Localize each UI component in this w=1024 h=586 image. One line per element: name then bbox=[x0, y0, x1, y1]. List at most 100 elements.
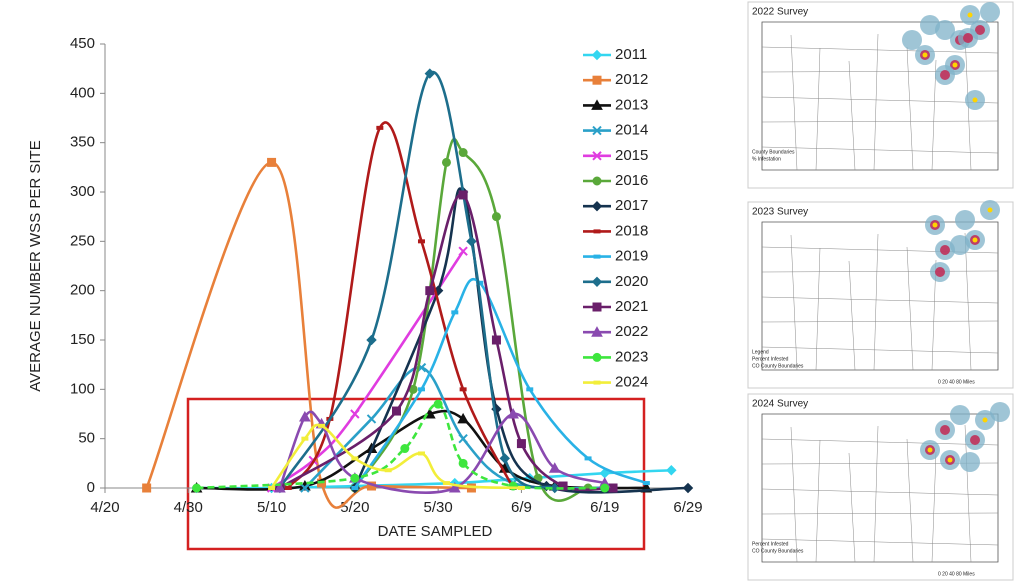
marker bbox=[392, 406, 401, 416]
y-tick-label: 50 bbox=[78, 430, 95, 447]
legend-label: 2022 bbox=[615, 323, 648, 340]
county-line bbox=[761, 346, 999, 354]
map-label: CO County Boundaries bbox=[752, 548, 804, 554]
marker bbox=[441, 157, 451, 167]
hotspot-peak bbox=[952, 62, 958, 68]
marker bbox=[549, 482, 560, 494]
legend-marker bbox=[593, 229, 601, 234]
legend-label: 2017 bbox=[615, 197, 648, 214]
x-axis-title: DATE SAMPLED bbox=[378, 523, 493, 540]
y-tick-label: 200 bbox=[70, 282, 95, 299]
legend-label: 2012 bbox=[615, 71, 648, 88]
x-tick-label: 5/30 bbox=[424, 499, 453, 516]
marker bbox=[318, 423, 326, 428]
county-line bbox=[790, 34, 798, 171]
hotspot-core bbox=[935, 267, 945, 277]
county-line bbox=[873, 233, 879, 371]
hotspot-peak bbox=[972, 237, 978, 243]
map-frame bbox=[747, 393, 1014, 581]
legend-label: 2024 bbox=[615, 374, 648, 391]
legend-label: 2015 bbox=[615, 147, 648, 164]
legend-label: 2021 bbox=[615, 298, 648, 315]
legend-marker bbox=[592, 352, 602, 362]
county-line bbox=[815, 439, 821, 563]
legend-label: 2011 bbox=[615, 46, 647, 63]
marker bbox=[491, 212, 501, 222]
legend-label: 2023 bbox=[615, 348, 648, 365]
legend-label: 2020 bbox=[615, 273, 648, 290]
marker bbox=[366, 414, 377, 424]
county-line bbox=[848, 60, 856, 171]
map-label: Legend bbox=[752, 349, 769, 355]
legend-marker bbox=[591, 326, 603, 337]
marker bbox=[384, 468, 392, 473]
state-outline bbox=[761, 21, 999, 171]
county-line bbox=[761, 146, 999, 154]
hotspot bbox=[960, 452, 980, 472]
county-line bbox=[761, 46, 999, 54]
marker bbox=[466, 236, 477, 247]
x-tick-label: 6/29 bbox=[673, 499, 702, 516]
marker bbox=[457, 412, 469, 424]
county-line bbox=[815, 247, 821, 371]
marker bbox=[417, 451, 425, 456]
county-line bbox=[906, 46, 914, 171]
county-line bbox=[964, 424, 972, 563]
map-label: 0 20 40 80 Miles bbox=[938, 379, 975, 385]
county-line bbox=[790, 234, 798, 371]
marker bbox=[433, 399, 443, 409]
county-line bbox=[964, 232, 972, 371]
marker bbox=[268, 486, 276, 490]
hotspot-peak bbox=[987, 207, 993, 213]
hotspot bbox=[990, 402, 1010, 422]
marker bbox=[682, 482, 694, 494]
marker bbox=[417, 387, 425, 392]
marker bbox=[425, 286, 435, 296]
series-line bbox=[278, 410, 606, 494]
x-tick-label: 6/9 bbox=[511, 499, 532, 516]
hotspot bbox=[980, 2, 1000, 22]
y-tick-label: 300 bbox=[70, 183, 95, 200]
legend-marker bbox=[593, 380, 601, 385]
marker bbox=[451, 310, 459, 315]
hotspot-peak bbox=[922, 52, 928, 58]
marker bbox=[516, 439, 526, 449]
marker bbox=[192, 483, 202, 493]
hotspot-core bbox=[963, 33, 973, 43]
county-line bbox=[761, 96, 999, 104]
county-line bbox=[815, 47, 821, 171]
legend-label: 2019 bbox=[615, 248, 648, 265]
x-tick-label: 4/30 bbox=[174, 499, 203, 516]
marker bbox=[600, 483, 610, 493]
map-label: CO County Boundaries bbox=[752, 363, 804, 369]
legend-marker bbox=[592, 125, 602, 136]
marker bbox=[458, 458, 468, 468]
hotspot bbox=[955, 210, 975, 230]
marker bbox=[459, 387, 467, 392]
map-panel: 2022 Survey County Boundaries% Infestatio… bbox=[747, 1, 1014, 189]
x-tick-label: 5/20 bbox=[340, 499, 369, 516]
legend-marker bbox=[591, 200, 603, 212]
marker bbox=[142, 483, 152, 493]
hotspot bbox=[950, 405, 970, 425]
marker bbox=[299, 410, 311, 422]
county-line bbox=[761, 120, 999, 123]
hotspot bbox=[920, 15, 940, 35]
county-line bbox=[848, 452, 856, 563]
state-outline bbox=[761, 413, 999, 563]
x-tick-label: 6/19 bbox=[590, 499, 619, 516]
marker bbox=[584, 456, 592, 461]
map-title: 2022 Survey bbox=[752, 7, 808, 18]
y-tick-label: 150 bbox=[70, 331, 95, 348]
marker bbox=[351, 456, 359, 461]
county-line bbox=[906, 246, 914, 371]
marker bbox=[267, 157, 277, 167]
legend-label: 2014 bbox=[615, 122, 648, 139]
y-tick-label: 250 bbox=[70, 232, 95, 249]
marker bbox=[458, 148, 468, 158]
county-line bbox=[761, 438, 999, 446]
marker bbox=[548, 462, 561, 473]
county-line bbox=[848, 260, 856, 371]
series-line bbox=[353, 137, 589, 502]
